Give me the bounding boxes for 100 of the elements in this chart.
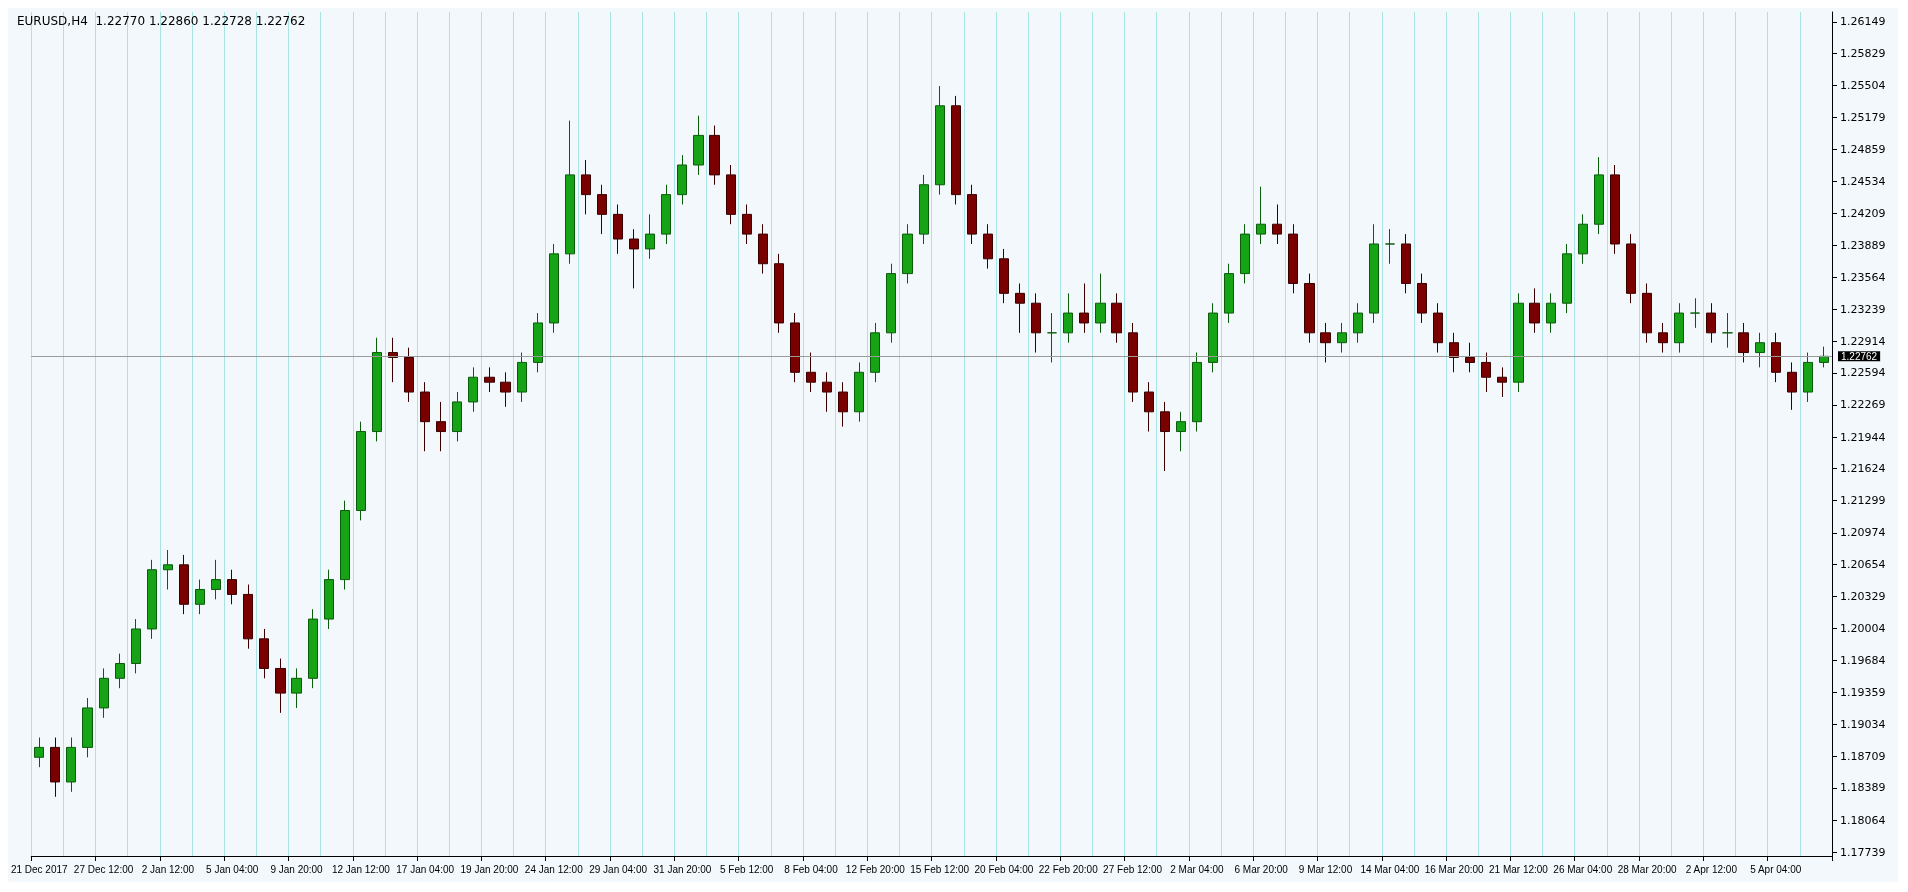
candlestick bbox=[1738, 322, 1749, 363]
x-tick-label: 9 Jan 20:00 bbox=[270, 863, 324, 875]
candlestick bbox=[1095, 273, 1106, 334]
candlestick bbox=[597, 184, 607, 235]
candlestick bbox=[1481, 352, 1491, 393]
candlestick bbox=[404, 347, 414, 403]
x-tick-label: 31 Jan 20:00 bbox=[653, 863, 712, 875]
y-tick-label: 1.20654 bbox=[1840, 557, 1886, 571]
x-tick-label: 27 Feb 12:00 bbox=[1103, 863, 1163, 875]
candlestick bbox=[1722, 312, 1733, 349]
candlestick bbox=[1015, 282, 1025, 334]
candlestick bbox=[565, 120, 575, 265]
candlestick bbox=[693, 115, 704, 176]
candlestick bbox=[629, 228, 639, 289]
candlestick bbox=[484, 366, 495, 393]
y-tick-label: 1.23889 bbox=[1840, 238, 1886, 252]
x-tick-label: 2 Mar 04:00 bbox=[1170, 863, 1225, 875]
y-tick-label: 1.21624 bbox=[1840, 462, 1886, 476]
candlestick bbox=[870, 322, 880, 383]
candlestick bbox=[1513, 292, 1524, 393]
candlestick bbox=[1578, 213, 1588, 265]
y-tick-label: 1.25504 bbox=[1840, 79, 1886, 93]
candlestick bbox=[1803, 352, 1813, 403]
y-tick-label: 1.25829 bbox=[1840, 47, 1886, 61]
candlestick bbox=[163, 549, 173, 590]
x-tick-label: 21 Mar 12:00 bbox=[1489, 863, 1549, 875]
candlestick bbox=[983, 223, 993, 270]
candlestick bbox=[1433, 302, 1443, 354]
candlestick bbox=[1304, 273, 1315, 344]
x-tick-label: 14 Mar 04:00 bbox=[1360, 863, 1420, 875]
y-tick-label: 1.19034 bbox=[1840, 717, 1886, 731]
y-tick-label: 1.25179 bbox=[1840, 111, 1886, 125]
candlestick bbox=[436, 401, 446, 452]
candlestick bbox=[1160, 401, 1170, 472]
candlestick bbox=[275, 658, 286, 714]
y-tick-label: 1.18389 bbox=[1840, 781, 1886, 795]
candlestick bbox=[1111, 292, 1122, 344]
candlestick bbox=[147, 559, 157, 640]
candlestick bbox=[886, 263, 896, 344]
candlestick bbox=[1529, 287, 1540, 334]
candlestick bbox=[1369, 223, 1379, 324]
candlestick bbox=[1063, 292, 1073, 344]
x-tick-label: 17 Jan 04:00 bbox=[396, 863, 455, 875]
candlestick bbox=[1047, 312, 1057, 363]
candlestick bbox=[1240, 223, 1250, 284]
candlestick bbox=[1594, 156, 1604, 235]
candlestick bbox=[1690, 297, 1700, 329]
y-tick-label: 1.22269 bbox=[1840, 398, 1886, 412]
x-tick-label: 21 Dec 2017 bbox=[10, 863, 69, 875]
candlestick bbox=[1224, 263, 1234, 324]
candlestick bbox=[1401, 233, 1411, 294]
candlestick bbox=[468, 366, 478, 413]
candlestick bbox=[1353, 302, 1363, 344]
candlestick bbox=[1674, 302, 1684, 354]
candlestick bbox=[50, 737, 60, 798]
candlestick bbox=[1144, 381, 1154, 433]
y-tick-label: 1.21944 bbox=[1840, 430, 1886, 444]
candlestick bbox=[806, 352, 816, 393]
x-tick-label: 20 Feb 04:00 bbox=[974, 863, 1034, 875]
x-tick-label: 27 Dec 12:00 bbox=[73, 863, 134, 875]
candlestick bbox=[774, 253, 784, 334]
candlestick bbox=[356, 421, 366, 521]
candlestick bbox=[1658, 322, 1668, 354]
y-tick-label: 1.24534 bbox=[1840, 174, 1886, 188]
candlestick bbox=[1449, 332, 1459, 373]
candlestick bbox=[340, 500, 350, 590]
chart-title: EURUSD,H4 1.22770 1.22860 1.22728 1.22762 bbox=[17, 14, 306, 28]
candlestick bbox=[1642, 282, 1652, 344]
candlestick bbox=[581, 159, 591, 215]
candlestick bbox=[1755, 332, 1765, 368]
x-tick-label: 2 Jan 12:00 bbox=[141, 863, 195, 875]
candlestick bbox=[709, 125, 720, 186]
x-tick-label: 26 Mar 04:00 bbox=[1553, 863, 1613, 875]
candlestick bbox=[420, 381, 430, 452]
x-tick-label: 16 Mar 20:00 bbox=[1424, 863, 1485, 875]
candlestick bbox=[790, 312, 800, 383]
candlestick bbox=[99, 667, 109, 719]
x-tick-label: 12 Feb 20:00 bbox=[845, 863, 906, 875]
candlestick bbox=[951, 95, 961, 205]
candlestick bbox=[758, 223, 768, 275]
x-tick-label: 29 Jan 04:00 bbox=[589, 863, 648, 875]
candlestick bbox=[500, 371, 511, 408]
candlestick bbox=[919, 174, 929, 245]
x-tick-label: 19 Jan 20:00 bbox=[460, 863, 519, 875]
x-tick-label: 22 Feb 20:00 bbox=[1038, 863, 1099, 875]
candlestick bbox=[854, 361, 864, 423]
candlestick bbox=[1771, 332, 1781, 383]
candlestick bbox=[1417, 273, 1427, 324]
y-tick-label: 1.22594 bbox=[1840, 366, 1886, 380]
candlestick bbox=[1272, 203, 1282, 245]
x-tick-label: 12 Jan 12:00 bbox=[331, 863, 391, 875]
candlestick bbox=[822, 371, 832, 413]
candlestick bbox=[1320, 322, 1331, 363]
candlestick bbox=[243, 584, 253, 650]
candlestick bbox=[1562, 243, 1572, 314]
y-tick-label: 1.23564 bbox=[1840, 270, 1886, 284]
candlestick bbox=[291, 667, 302, 709]
candlestick bbox=[211, 559, 221, 600]
candlestick bbox=[1288, 223, 1298, 294]
y-tick-label: 1.24859 bbox=[1840, 142, 1886, 156]
